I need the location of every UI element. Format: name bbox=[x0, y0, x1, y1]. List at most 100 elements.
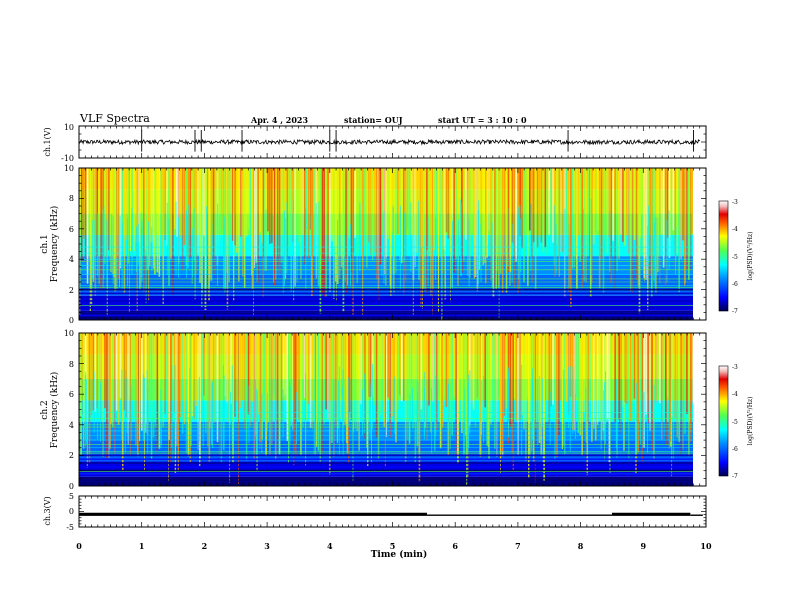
spectrogram-column bbox=[550, 168, 552, 240]
spectrogram-column bbox=[501, 168, 504, 293]
spectrogram-column bbox=[470, 168, 473, 232]
spectrogram-column bbox=[154, 333, 157, 427]
spectrogram-column bbox=[220, 168, 223, 235]
spectrogram-column bbox=[358, 168, 360, 254]
spectrogram-column bbox=[397, 168, 399, 235]
spectrogram-column bbox=[466, 168, 469, 277]
spectrogram-column bbox=[278, 168, 281, 276]
spectrogram-column bbox=[373, 333, 376, 405]
spectrogram-column bbox=[311, 333, 314, 430]
spectrogram-column bbox=[133, 333, 135, 417]
spectrogram-column bbox=[598, 168, 601, 289]
spectrogram-column bbox=[606, 333, 609, 420]
spectrogram-column bbox=[571, 168, 574, 269]
ch2-spectrogram-panel: 10 8 6 4 2 0 ch.2 Frequency (kHz) -3 -4 … bbox=[40, 329, 754, 491]
x-tick-label: 4 bbox=[327, 541, 333, 551]
spectrogram-column bbox=[565, 168, 568, 235]
spectrogram-column bbox=[678, 168, 680, 293]
spectrogram-column bbox=[624, 333, 626, 403]
ch1-ytick-6: 6 bbox=[69, 225, 74, 234]
spectrogram-column bbox=[614, 333, 616, 422]
spectrogram-column bbox=[236, 168, 238, 253]
spectrogram-column bbox=[676, 333, 678, 438]
ch2-spectrogram-image bbox=[79, 333, 700, 486]
spectrogram-column bbox=[426, 168, 428, 250]
spectrogram-column bbox=[158, 333, 161, 449]
spectrogram-column bbox=[238, 333, 240, 399]
spectrogram-column bbox=[348, 168, 351, 239]
spectrogram-column bbox=[503, 168, 506, 264]
spectrogram-column bbox=[658, 333, 661, 404]
spectrogram-column bbox=[119, 168, 122, 269]
spectrogram-column bbox=[428, 168, 430, 256]
spectrogram-column bbox=[129, 168, 131, 251]
spectrogram-column bbox=[698, 333, 700, 416]
x-tick-label: 9 bbox=[641, 541, 647, 551]
spectrogram-column bbox=[443, 333, 446, 397]
ch1-ylabel-channel: ch.1 bbox=[40, 234, 50, 253]
spectrogram-column bbox=[430, 168, 432, 296]
spectrogram-column bbox=[552, 333, 554, 405]
spectrogram-column bbox=[129, 333, 131, 396]
ch1-cb-tick: -6 bbox=[732, 281, 738, 288]
spectrogram-column bbox=[261, 168, 263, 243]
spectrogram-column bbox=[216, 333, 219, 443]
x-tick-label: 5 bbox=[390, 541, 396, 551]
spectrogram-column bbox=[546, 168, 549, 255]
spectrogram-column bbox=[593, 333, 595, 429]
spectrogram-column bbox=[389, 168, 391, 287]
spectrogram-column bbox=[272, 333, 275, 396]
spectrogram-column bbox=[346, 168, 349, 285]
ch1-ytick-bottom: -10 bbox=[61, 154, 74, 163]
spectrogram-column bbox=[608, 168, 611, 238]
x-axis-label: Time (min) bbox=[371, 549, 428, 560]
spectrogram-column bbox=[253, 168, 256, 268]
spectrogram-column bbox=[573, 333, 576, 431]
spectrogram-column bbox=[569, 333, 572, 397]
spectrogram-column bbox=[315, 333, 318, 447]
spectrogram-column bbox=[476, 333, 479, 398]
spectrogram-column bbox=[422, 333, 424, 415]
spectrogram-column bbox=[298, 333, 300, 420]
spectrogram-column bbox=[230, 333, 232, 404]
ch2-cb-tick: -7 bbox=[732, 473, 738, 480]
spectrogram-column bbox=[461, 333, 463, 433]
spectrogram-column bbox=[172, 168, 174, 295]
ch1-ytick-8: 8 bbox=[69, 194, 74, 203]
spectrogram-column bbox=[333, 333, 335, 457]
spectrogram-column bbox=[201, 333, 203, 412]
date-label: Apr. 4 , 2023 bbox=[251, 115, 309, 125]
spectrogram-column bbox=[218, 333, 221, 457]
spectrogram-column bbox=[214, 168, 217, 254]
spectrogram-column bbox=[612, 168, 614, 241]
ch3-trace bbox=[79, 512, 703, 516]
spectrogram-column bbox=[148, 168, 151, 267]
spectrogram-column bbox=[674, 168, 677, 268]
spectrogram-column bbox=[416, 168, 419, 254]
spectrogram-column bbox=[445, 333, 448, 407]
spectrogram-column bbox=[507, 168, 510, 272]
spectrogram-column bbox=[600, 333, 603, 441]
spectrogram-column bbox=[486, 333, 488, 446]
spectrogram-column bbox=[410, 333, 413, 407]
spectrogram-column bbox=[381, 168, 384, 231]
spectrogram-column bbox=[104, 333, 106, 409]
spectrogram-column bbox=[631, 168, 634, 294]
spectrogram-column bbox=[435, 168, 438, 246]
spectrogram-column bbox=[657, 168, 659, 272]
spectrogram-column bbox=[226, 333, 228, 403]
spectrogram-column bbox=[331, 168, 333, 242]
x-tick-label: 8 bbox=[578, 541, 584, 551]
spectrogram-column bbox=[251, 168, 254, 289]
spectrogram-column bbox=[193, 168, 195, 247]
spectrogram-column bbox=[160, 333, 163, 445]
spectrogram-column bbox=[645, 168, 647, 280]
spectrogram-column bbox=[323, 333, 325, 424]
ch1-spectrogram-ticks bbox=[78, 167, 707, 321]
spectrogram-column bbox=[150, 168, 153, 243]
spectrogram-column bbox=[602, 333, 605, 431]
spectrogram-column bbox=[272, 168, 275, 230]
spectrogram-column bbox=[478, 333, 481, 410]
spectrogram-column bbox=[694, 333, 696, 424]
spectrogram-column bbox=[593, 168, 595, 244]
